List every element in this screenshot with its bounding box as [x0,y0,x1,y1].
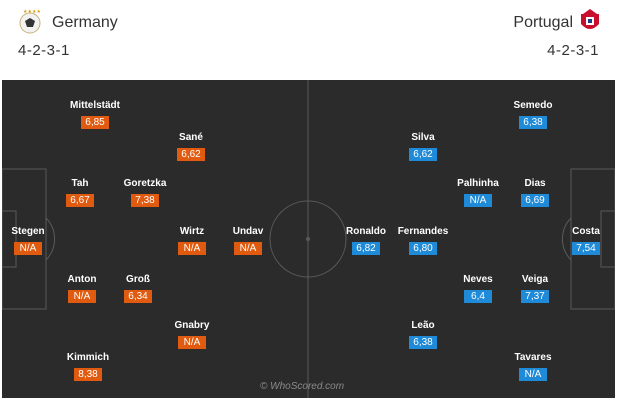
player-name: Tavares [514,352,552,363]
away-player-costa[interactable]: Costa 7,54 [541,226,617,256]
away-player-semedo[interactable]: Semedo 6,38 [488,100,578,130]
home-player-gnabry[interactable]: Gnabry N/A [147,320,237,350]
player-rating: 6,4 [464,290,492,303]
home-player-sane[interactable]: Sané 6,62 [146,132,236,162]
away-player-leao[interactable]: Leão 6,38 [378,320,468,350]
away-team-name: Portugal [513,14,573,31]
player-name: Gnabry [174,320,210,331]
match-header: ★★★★ Germany 4-2-3-1 Portugal 4-2-3-1 [0,0,617,76]
player-rating: 6,34 [124,290,152,303]
player-rating: N/A [178,336,206,349]
player-name: Kimmich [66,352,110,363]
pitch-markings [2,80,615,398]
away-player-dias[interactable]: Dias 6,69 [490,178,580,208]
player-rating: N/A [178,242,206,255]
away-player-tavares[interactable]: Tavares N/A [488,352,578,382]
player-name: Palhinha [457,178,499,189]
player-rating: N/A [519,368,547,381]
svg-text:★★★★: ★★★★ [23,9,41,15]
home-team-name: Germany [52,14,118,31]
player-rating: N/A [14,242,42,255]
home-formation: 4-2-3-1 [18,42,70,59]
player-name: Costa [572,226,600,237]
home-player-stegen[interactable]: Stegen N/A [0,226,73,256]
away-player-fernandes[interactable]: Fernandes 6,80 [378,226,468,256]
player-name: Mittelstädt [70,100,120,111]
player-rating: 6,69 [521,194,549,207]
player-rating: N/A [234,242,262,255]
home-player-tah[interactable]: Tah 6,67 [35,178,125,208]
player-name: Silva [411,132,435,143]
player-name: Semedo [513,100,553,111]
away-player-neves[interactable]: Neves 6,4 [433,274,523,304]
away-player-veiga[interactable]: Veiga 7,37 [490,274,580,304]
player-rating: 6,62 [177,148,205,161]
player-rating: 7,37 [521,290,549,303]
player-rating: 6,82 [352,242,380,255]
home-player-gross[interactable]: Groß 6,34 [93,274,183,304]
player-rating: 7,38 [131,194,159,207]
away-player-silva[interactable]: Silva 6,62 [378,132,468,162]
player-name: Undav [232,226,264,237]
player-name: Fernandes [397,226,449,237]
player-rating: N/A [464,194,492,207]
home-player-mittelstadt[interactable]: Mittelstädt 6,85 [50,100,140,130]
player-rating: 6,38 [409,336,437,349]
home-player-anton[interactable]: Anton N/A [37,274,127,304]
player-name: Tah [71,178,89,189]
player-rating: 7,54 [572,242,600,255]
player-rating: 6,80 [409,242,437,255]
player-rating: 6,67 [66,194,94,207]
home-player-undav[interactable]: Undav N/A [203,226,293,256]
player-name: Dias [524,178,546,189]
player-rating: N/A [68,290,96,303]
player-name: Anton [67,274,97,285]
player-name: Wirtz [179,226,205,237]
player-rating: 6,38 [519,116,547,129]
player-name: Goretzka [123,178,167,189]
away-player-palhinha[interactable]: Palhinha N/A [433,178,523,208]
player-name: Stegen [11,226,45,237]
whoscored-watermark: © WhoScored.com [260,381,345,392]
player-rating: 8,38 [74,368,102,381]
away-formation: 4-2-3-1 [547,42,599,59]
player-rating: 6,85 [81,116,109,129]
player-rating: 6,62 [409,148,437,161]
germany-crest-icon: ★★★★ [19,9,41,34]
portugal-crest-icon [581,9,599,29]
player-name: Groß [126,274,150,285]
player-name: Veiga [521,274,549,285]
player-name: Neves [463,274,493,285]
player-name: Leão [411,320,435,331]
player-name: Ronaldo [346,226,386,237]
pitch: Mittelstädt 6,85 Sané 6,62 Tah 6,67 Gore… [2,80,615,398]
away-player-ronaldo[interactable]: Ronaldo 6,82 [321,226,411,256]
home-player-kimmich[interactable]: Kimmich 8,38 [43,352,133,382]
player-name: Sané [179,132,203,143]
home-player-wirtz[interactable]: Wirtz N/A [147,226,237,256]
home-player-goretzka[interactable]: Goretzka 7,38 [100,178,190,208]
